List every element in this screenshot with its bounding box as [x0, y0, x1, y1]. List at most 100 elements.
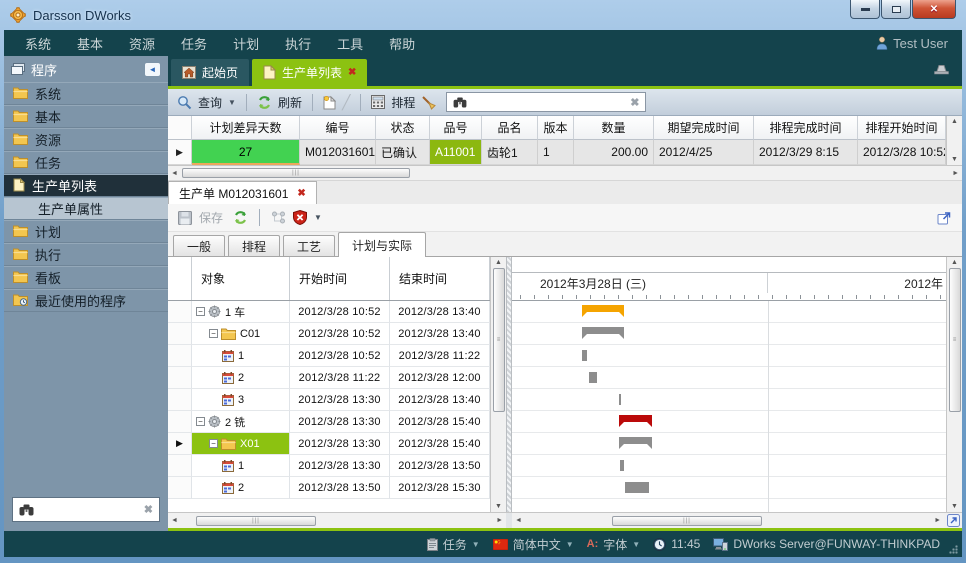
detail-refresh-icon[interactable]: [233, 210, 248, 225]
orders-grid-vscrollbar[interactable]: ▲ ▼: [946, 116, 962, 165]
sidebar-search-input[interactable]: [40, 502, 138, 517]
scroll-right-icon[interactable]: ►: [934, 517, 941, 524]
sidebar-item-8[interactable]: 看板: [4, 266, 168, 289]
sidebar-item-9[interactable]: 最近使用的程序: [4, 289, 168, 312]
shield-caret-icon[interactable]: ▼: [314, 213, 322, 222]
menu-item-6[interactable]: 工具: [337, 36, 364, 52]
pin-icon[interactable]: [933, 63, 950, 75]
minimize-button[interactable]: [850, 0, 880, 19]
schedule-calculator-icon[interactable]: [371, 95, 386, 109]
tree-expander-icon[interactable]: −: [209, 329, 218, 338]
query-caret-icon[interactable]: ▼: [228, 97, 236, 107]
grid-column-header-0[interactable]: 计划差异天数: [192, 116, 300, 140]
tree-column-header-1[interactable]: 开始时间: [290, 257, 390, 300]
tree-row-7[interactable]: 1 2012/3/28 13:30 2012/3/28 13:50: [168, 455, 490, 477]
gantt-task-bar[interactable]: [620, 460, 624, 471]
gantt-hscrollbar[interactable]: ◄ ||| ►: [512, 513, 944, 528]
menu-item-0[interactable]: 系统: [25, 36, 52, 52]
query-button[interactable]: 查询: [198, 95, 223, 110]
gantt-summary-bar[interactable]: [619, 437, 652, 449]
gantt-task-bar[interactable]: [619, 394, 621, 405]
vscroll-thumb[interactable]: ≡: [492, 268, 505, 413]
sidebar-item-4[interactable]: 生产单列表: [4, 174, 168, 197]
vscroll-thumb[interactable]: ≡: [948, 268, 961, 413]
scroll-left-icon[interactable]: ◄: [171, 169, 178, 177]
tree-row-4[interactable]: 3 2012/3/28 13:30 2012/3/28 13:40: [168, 389, 490, 411]
validation-shield-icon[interactable]: [293, 210, 308, 225]
detail-tab[interactable]: 生产单 M012031601 ✖: [168, 181, 317, 204]
maximize-button[interactable]: [881, 0, 911, 19]
status-font-menu[interactable]: A: 字体 ▼: [587, 536, 641, 553]
sidebar-item-0[interactable]: 系统: [4, 82, 168, 105]
schedule-button[interactable]: 排程: [391, 95, 416, 110]
refresh-icon[interactable]: [257, 95, 272, 110]
grid-column-header-3[interactable]: 品号: [430, 116, 482, 140]
sidebar-item-7[interactable]: 执行: [4, 243, 168, 266]
menu-item-7[interactable]: 帮助: [389, 36, 416, 52]
tree-expander-icon[interactable]: −: [196, 417, 205, 426]
sidebar-item-2[interactable]: 资源: [4, 128, 168, 151]
gantt-task-bar[interactable]: [589, 372, 597, 383]
tree-hscrollbar[interactable]: ◄ ||| ►: [168, 513, 506, 528]
subtab-3[interactable]: 计划与实际: [338, 232, 427, 257]
popout-icon[interactable]: [936, 210, 952, 226]
menu-item-1[interactable]: 基本: [77, 36, 104, 52]
gantt-summary-bar[interactable]: [619, 415, 652, 427]
tree-row-1[interactable]: − C01 2012/3/28 10:52 2012/3/28 13:40: [168, 323, 490, 345]
close-button[interactable]: ✕: [912, 0, 956, 19]
tree-row-5[interactable]: − 2 铣 2012/3/28 13:30 2012/3/28 15:40: [168, 411, 490, 433]
scroll-down-icon[interactable]: ▼: [495, 503, 502, 510]
save-button[interactable]: 保存: [199, 211, 224, 225]
menu-item-2[interactable]: 资源: [129, 36, 156, 52]
tab-production-order-list[interactable]: 生产单列表 ✖: [252, 59, 368, 86]
sidebar-item-3[interactable]: 任务: [4, 151, 168, 174]
hscroll-thumb[interactable]: |||: [611, 515, 762, 526]
new-document-icon[interactable]: [323, 95, 336, 110]
toolbar-search-input[interactable]: [473, 95, 625, 109]
resize-grip[interactable]: [949, 545, 958, 554]
scroll-down-icon[interactable]: ▼: [951, 156, 958, 163]
sidebar-item-5[interactable]: 生产单属性: [4, 197, 168, 220]
tab-close-icon[interactable]: ✖: [348, 67, 357, 78]
hscroll-thumb[interactable]: |||: [195, 515, 316, 526]
subtab-2[interactable]: 工艺: [283, 235, 336, 256]
broom-icon[interactable]: [421, 95, 437, 110]
menu-item-3[interactable]: 任务: [181, 36, 208, 52]
grid-column-header-7[interactable]: 期望完成时间: [654, 116, 754, 140]
gantt-summary-bar[interactable]: [582, 327, 624, 339]
tree-row-6[interactable]: ▶ − X01 2012/3/28 13:30 2012/3/28 15:40: [168, 433, 490, 455]
tree-column-header-0[interactable]: 对象: [192, 257, 290, 300]
detail-tab-close-icon[interactable]: ✖: [297, 187, 306, 199]
gantt-summary-bar[interactable]: [582, 305, 624, 317]
status-language-menu[interactable]: 简体中文 ▼: [492, 536, 574, 553]
scroll-left-icon[interactable]: ◄: [515, 517, 522, 524]
tree-row-3[interactable]: 2 2012/3/28 11:22 2012/3/28 12:00: [168, 367, 490, 389]
edit-pencil-icon[interactable]: ╱: [341, 93, 351, 110]
subtab-1[interactable]: 排程: [228, 235, 281, 256]
sidebar-item-1[interactable]: 基本: [4, 105, 168, 128]
gantt-popout-corner[interactable]: [944, 513, 962, 528]
tree-vscrollbar[interactable]: ▲ ≡ ▼: [490, 257, 506, 512]
orders-grid-row[interactable]: ▶ 27 M012031601 已确认 A11001 齿轮1 1 200.00 2012/4/2…: [168, 140, 946, 165]
sidebar-collapse-button[interactable]: ◄: [144, 61, 161, 77]
toolbar-search-clear-icon[interactable]: ✖: [630, 96, 640, 109]
tree-expander-icon[interactable]: −: [196, 307, 205, 316]
grid-column-header-6[interactable]: 数量: [574, 116, 654, 140]
status-task-menu[interactable]: 任务 ▼: [426, 536, 480, 553]
sidebar-item-6[interactable]: 计划: [4, 220, 168, 243]
tree-expander-icon[interactable]: −: [209, 439, 218, 448]
grid-column-header-5[interactable]: 版本: [538, 116, 574, 140]
refresh-button[interactable]: 刷新: [277, 95, 302, 110]
tree-row-2[interactable]: 1 2012/3/28 10:52 2012/3/28 11:22: [168, 345, 490, 367]
sidebar-search-clear-icon[interactable]: ✖: [143, 504, 153, 516]
tab-home[interactable]: 起始页: [171, 59, 250, 86]
grid-column-header-8[interactable]: 排程完成时间: [754, 116, 858, 140]
tree-row-0[interactable]: − 1 车 2012/3/28 10:52 2012/3/28 13:40: [168, 301, 490, 323]
menu-item-5[interactable]: 执行: [285, 36, 312, 52]
grid-column-header-4[interactable]: 品名: [482, 116, 538, 140]
scroll-up-icon[interactable]: ▲: [951, 259, 958, 266]
menu-item-4[interactable]: 计划: [233, 36, 260, 52]
grid-column-header-1[interactable]: 编号: [300, 116, 376, 140]
scroll-right-icon[interactable]: ►: [952, 169, 959, 177]
tree-column-header-2[interactable]: 结束时间: [390, 257, 490, 300]
